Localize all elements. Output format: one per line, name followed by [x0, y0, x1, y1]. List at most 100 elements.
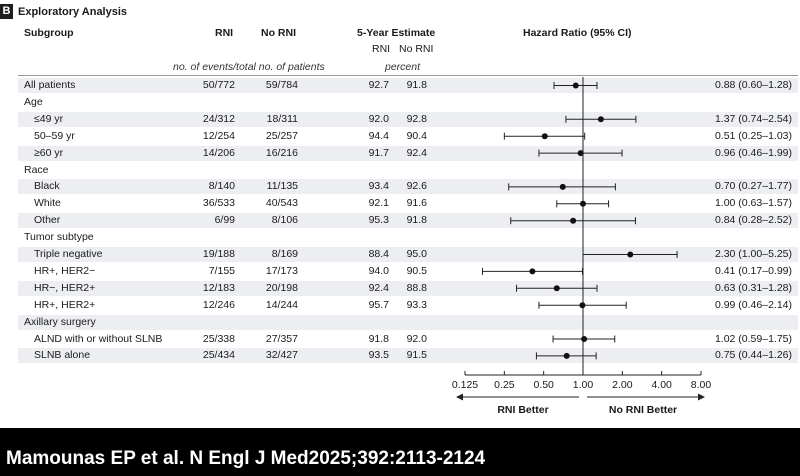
hazard-ratio-value: 0.75 (0.44–1.26) — [714, 349, 792, 362]
hazard-ratio-value: 2.30 (1.00–5.25) — [714, 248, 792, 260]
hazard-ratio-value: 1.00 (0.63–1.57) — [714, 197, 792, 210]
hazard-ratio-value: 0.70 (0.27–1.77) — [714, 180, 792, 193]
header-five-year-estimate: 5-Year Estimate — [357, 27, 436, 39]
group-label: Race — [24, 163, 49, 176]
hazard-ratio-value: 1.02 (0.59–1.75) — [714, 332, 792, 345]
rni-events: 24/312 — [202, 112, 235, 125]
group-label: Age — [24, 95, 43, 108]
no-rni-estimate: 92.6 — [406, 180, 427, 193]
no-rni-estimate: 95.0 — [406, 248, 427, 260]
rni-events: 6/99 — [214, 214, 235, 227]
no-rni-estimate: 91.8 — [406, 214, 427, 227]
point-estimate — [570, 217, 577, 224]
group-label: Axillary surgery — [24, 315, 96, 328]
rni-events: 7/155 — [208, 264, 235, 277]
x-tick-label: 2.00 — [612, 379, 633, 391]
header-divider — [18, 75, 798, 76]
no-rni-events: 18/311 — [266, 112, 298, 125]
percent-note: percent — [385, 61, 421, 73]
point-estimate — [529, 268, 536, 275]
header-subgroup: Subgroup — [24, 27, 74, 39]
no-rni-estimate: 90.5 — [406, 264, 427, 277]
x-tick-label: 0.50 — [533, 379, 554, 391]
group-label: Tumor subtype — [24, 231, 94, 244]
rni-events: 12/183 — [202, 281, 235, 294]
no-rni-estimate: 92.8 — [406, 112, 427, 125]
subgroup-label: ≤49 yr — [34, 112, 64, 125]
point-estimate — [553, 285, 560, 292]
point-estimate — [563, 352, 570, 359]
point-estimate — [627, 251, 634, 258]
point-estimate — [581, 336, 588, 342]
rni-estimate: 92.0 — [368, 112, 389, 125]
subgroup-label: Triple negative — [34, 248, 103, 260]
row-band — [18, 348, 798, 364]
rni-estimate: 91.7 — [368, 146, 389, 159]
hazard-ratio-value: 0.96 (0.46–1.99) — [714, 146, 792, 159]
hazard-ratio-value: 0.99 (0.46–2.14) — [714, 298, 792, 311]
subgroup-label: 50–59 yr — [34, 129, 75, 142]
no-rni-events: 59/784 — [265, 79, 298, 91]
row-band — [18, 314, 798, 330]
subgroup-label: SLNB alone — [34, 349, 91, 362]
point-estimate — [572, 82, 579, 89]
subgroup-label: ≥60 yr — [34, 146, 64, 159]
events-note: no. of events/total no. of patients — [173, 61, 325, 73]
no-rni-estimate: 92.0 — [406, 332, 427, 345]
header-rni: RNI — [215, 27, 234, 39]
no-rni-events: 16/216 — [265, 146, 298, 159]
forest-plot: 0.125 0.25 0.50 1.00 2.00 4.00 8.00 RNI Better N… — [452, 77, 712, 416]
no-rni-events: 27/357 — [265, 332, 298, 345]
hazard-ratio-value: 0.63 (0.31–1.28) — [714, 281, 792, 294]
figure-panel: B Exploratory Analysis Subgroup RNI No R… — [0, 0, 800, 428]
subgroup-label: HR−, HER2+ — [34, 281, 96, 294]
no-rni-events: 14/244 — [265, 298, 298, 311]
rni-estimate: 95.3 — [368, 214, 389, 227]
subgroup-label: HR+, HER2− — [34, 264, 96, 277]
hazard-ratio-value: 0.88 (0.60–1.28) — [714, 79, 792, 91]
rni-events: 50/772 — [202, 79, 235, 91]
panel-title: Exploratory Analysis — [18, 6, 128, 18]
no-rni-estimate: 93.3 — [406, 298, 427, 311]
hazard-ratio-value: 0.51 (0.25–1.03) — [714, 129, 792, 142]
x-tick-label: 0.25 — [494, 379, 515, 391]
no-rni-estimate: 91.5 — [406, 349, 427, 362]
row-band — [18, 247, 798, 262]
rni-estimate: 93.4 — [368, 180, 389, 193]
rni-estimate: 92.4 — [368, 281, 389, 294]
row-band — [18, 213, 798, 229]
rni-estimate: 88.4 — [368, 248, 389, 260]
x-tick-label: 4.00 — [651, 379, 672, 391]
point-estimate — [541, 133, 548, 140]
rni-estimate: 92.7 — [368, 79, 389, 91]
rni-events: 25/338 — [202, 332, 235, 345]
hazard-ratio-value: 0.84 (0.28–2.52) — [714, 214, 792, 227]
point-estimate — [559, 183, 566, 190]
subgroup-label: HR+, HER2+ — [34, 298, 96, 311]
x-tick-label: 8.00 — [691, 379, 712, 391]
rni-events: 8/140 — [208, 180, 235, 193]
no-rni-events: 25/257 — [265, 129, 298, 142]
point-estimate — [577, 150, 584, 157]
subgroup-label: Other — [34, 214, 61, 227]
no-rni-estimate: 88.8 — [406, 281, 427, 294]
no-rni-estimate: 90.4 — [406, 129, 427, 142]
point-estimate — [597, 116, 604, 123]
row-band — [18, 280, 798, 296]
subgroup-label: ALND with or without SLNB — [34, 332, 163, 345]
no-rni-estimate: 91.6 — [406, 197, 427, 210]
no-rni-events: 11/135 — [266, 180, 298, 193]
no-rni-events: 8/106 — [271, 214, 298, 227]
no-rni-events: 8/169 — [271, 248, 298, 260]
right-direction-label: No RNI Better — [609, 404, 677, 416]
right-arrow-head — [698, 393, 705, 401]
point-estimate — [579, 302, 586, 309]
header-no-rni: No RNI — [261, 27, 296, 39]
point-estimate — [580, 200, 586, 207]
no-rni-events: 20/198 — [265, 281, 298, 294]
row-band — [18, 145, 798, 161]
rni-events: 14/206 — [202, 146, 235, 159]
no-rni-estimate: 92.4 — [406, 146, 427, 159]
row-band — [18, 111, 798, 127]
